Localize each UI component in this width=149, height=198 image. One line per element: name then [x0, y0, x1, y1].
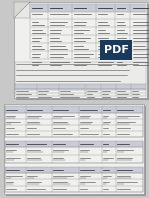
- Bar: [5, 141, 143, 163]
- Bar: [5, 106, 143, 113]
- Bar: [4, 104, 144, 194]
- Polygon shape: [14, 2, 30, 18]
- Bar: [15, 62, 146, 86]
- Text: PDF: PDF: [104, 45, 128, 55]
- Polygon shape: [14, 2, 147, 98]
- Bar: [5, 141, 143, 147]
- Bar: [100, 40, 132, 60]
- Bar: [86, 84, 146, 89]
- Bar: [5, 167, 143, 192]
- Bar: [6, 106, 146, 196]
- Bar: [31, 4, 146, 12]
- Bar: [5, 167, 143, 173]
- Polygon shape: [14, 2, 30, 18]
- Bar: [15, 84, 85, 89]
- Bar: [16, 4, 149, 100]
- Bar: [5, 106, 143, 137]
